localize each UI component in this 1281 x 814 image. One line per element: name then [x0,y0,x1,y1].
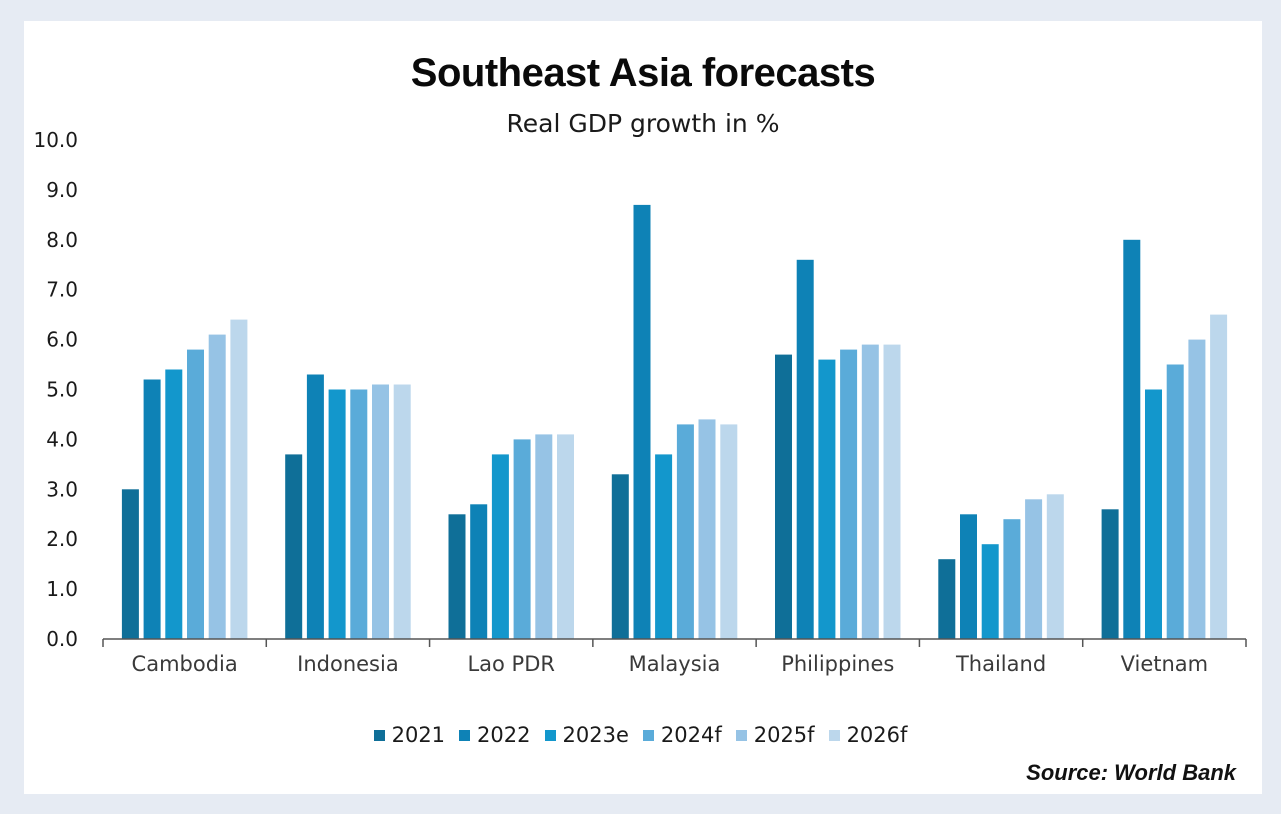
x-axis: Cambodia Indonesia Lao PDR Malaysia Philippi… [102,638,1247,676]
bar [775,354,792,639]
x-category-label: Indonesia [297,652,399,676]
legend-swatch [828,729,840,741]
bar [1025,499,1043,639]
x-category-label: Malaysia [629,652,721,676]
bar [1210,314,1228,639]
bar [611,474,629,639]
y-tick-label: 1.0 [46,577,78,601]
bar [491,454,509,639]
legend: 2021 2022 2023e 2024f 2025f 2026f [0,723,1281,747]
source-note: Source: World Bank [1026,760,1236,785]
legend-label: 2023e [562,723,629,747]
bar [187,349,204,639]
legend-swatch [735,729,747,741]
bar [393,384,411,639]
bar [883,344,901,639]
bar [1123,239,1141,640]
bar [1145,389,1162,639]
bar [535,434,553,639]
bar [328,389,346,639]
y-tick-label: 7.0 [46,278,78,302]
legend-item: 2022 [459,723,531,747]
legend-item: 2024f [642,723,722,747]
bar [1003,519,1021,639]
legend-label: 2021 [391,723,446,747]
x-category-label: Philippines [781,652,894,676]
bar [655,454,673,639]
legend-label: 2026f [846,723,908,747]
legend-item: 2026f [828,723,908,747]
bar [350,389,368,639]
chart-subtitle: Real GDP growth in % [506,109,780,138]
bar [121,489,139,639]
bar [448,514,466,640]
bar [1101,509,1119,639]
chart-title: Southeast Asia forecasts [410,51,876,95]
bars [121,204,1228,640]
bar [1046,494,1064,639]
legend-label: 2024f [660,723,722,747]
bar [938,559,956,639]
bar [796,259,814,639]
bar [633,204,651,639]
bar [513,439,531,639]
legend-swatch [459,729,471,741]
legend-label: 2025f [753,723,815,747]
legend-swatch [544,729,556,741]
bar [1166,364,1184,639]
y-tick-label: 8.0 [46,228,78,252]
legend-item: 2025f [735,723,815,747]
legend-item: 2023e [544,723,629,747]
bar [720,424,738,639]
y-tick-label: 2.0 [46,527,78,551]
bar [372,384,389,639]
legend-swatch [642,729,654,741]
bar [818,359,836,639]
bar [960,514,977,640]
y-tick-label: 4.0 [46,427,78,451]
bar [981,544,999,639]
legend-item: 2021 [373,723,446,747]
x-category-label: Lao PDR [467,652,555,676]
bar [557,434,574,639]
bar [861,344,879,639]
y-tick-label: 6.0 [46,328,78,352]
x-category-label: Thailand [955,652,1046,676]
bar [470,504,488,639]
bar [698,419,716,639]
legend-swatch [373,729,385,741]
bar [1188,339,1206,639]
y-tick-label: 5.0 [46,378,78,402]
bar [840,349,858,639]
y-tick-label: 3.0 [46,477,78,501]
bar [208,334,226,639]
bar [165,369,183,639]
x-category-label: Cambodia [132,652,238,676]
bar [230,319,248,639]
bar [676,424,694,639]
bar [285,454,303,639]
y-tick-label: 10.0 [33,128,78,152]
y-axis: 0.0 1.0 2.0 3.0 4.0 5.0 6.0 7.0 8.0 9.0 10.0 [33,128,78,651]
y-tick-label: 9.0 [46,178,78,202]
legend-label: 2022 [477,723,531,747]
y-tick-label: 0.0 [46,627,78,651]
bar [143,379,161,639]
bar [306,374,324,639]
x-category-label: Vietnam [1121,652,1209,676]
